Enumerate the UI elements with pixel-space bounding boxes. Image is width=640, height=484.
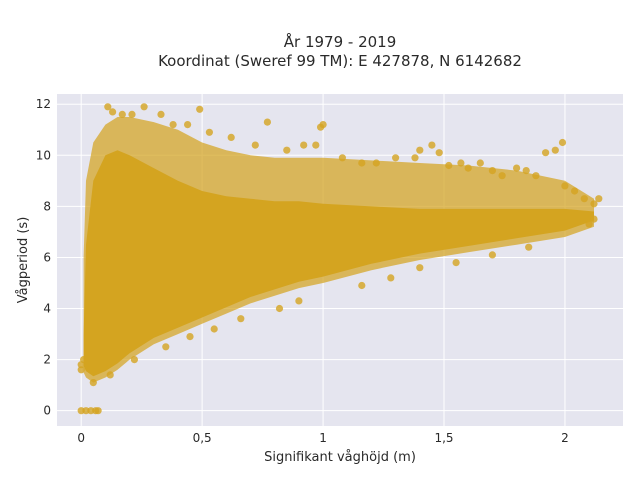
data-point [169, 121, 177, 129]
data-point [237, 315, 245, 323]
data-point [435, 149, 443, 157]
data-point [227, 133, 235, 141]
data-point [488, 251, 496, 259]
data-point [580, 195, 588, 203]
data-points [77, 103, 603, 415]
data-point [585, 220, 593, 228]
x-tick-label: 1,5 [434, 431, 453, 445]
data-point [372, 159, 380, 167]
data-point [561, 182, 569, 190]
x-tick-label: 0,5 [193, 431, 212, 445]
data-point [358, 281, 366, 290]
data-point [542, 149, 550, 157]
chart-title: År 1979 - 2019 [284, 32, 397, 51]
y-tick-label: 12 [36, 97, 51, 111]
data-point [525, 243, 533, 251]
data-point [445, 161, 453, 170]
data-point [109, 108, 117, 116]
y-tick-label: 2 [43, 353, 51, 367]
data-point [130, 356, 138, 364]
data-point [184, 121, 192, 129]
data-point [140, 103, 148, 111]
data-point [338, 154, 346, 162]
data-point [358, 159, 366, 167]
data-point [94, 407, 102, 415]
data-point [77, 366, 85, 374]
data-point [411, 154, 419, 162]
data-point [452, 259, 460, 267]
data-point [300, 141, 308, 149]
data-point [196, 105, 204, 113]
data-point [387, 274, 395, 282]
data-point [551, 146, 559, 154]
data-point [522, 167, 530, 175]
data-point [283, 146, 291, 154]
data-point [205, 128, 213, 136]
x-tick-label: 1 [319, 431, 327, 445]
data-point [464, 164, 472, 172]
x-tick-label: 2 [561, 431, 569, 445]
data-point [263, 118, 271, 126]
data-point [392, 154, 400, 162]
x-tick-labels: 0 0,5 1 1,5 2 [77, 431, 568, 445]
data-point [210, 325, 218, 333]
data-point [319, 121, 327, 129]
data-point [251, 141, 259, 149]
data-point [428, 141, 436, 149]
data-point [275, 304, 284, 313]
point-cloud [83, 117, 594, 383]
y-tick-label: 8 [43, 199, 51, 213]
y-tick-label: 0 [43, 404, 51, 418]
data-point [558, 138, 567, 147]
data-point [498, 172, 506, 180]
x-axis-title: Signifikant våghöjd (m) [264, 450, 416, 465]
data-point [595, 195, 603, 203]
data-point [162, 343, 170, 351]
x-tick-label: 0 [77, 431, 85, 445]
y-tick-labels: 0 2 4 6 8 10 12 [36, 97, 51, 417]
data-point [104, 103, 112, 111]
data-point [312, 141, 320, 149]
data-point [590, 215, 598, 223]
y-tick-label: 6 [43, 250, 51, 264]
cloud-core [83, 150, 594, 377]
data-point [513, 164, 521, 172]
y-tick-label: 4 [43, 302, 51, 316]
data-point [416, 146, 424, 154]
chart-subtitle: Koordinat (Sweref 99 TM): E 427878, N 61… [158, 52, 522, 70]
data-point [157, 110, 165, 118]
data-point [118, 110, 126, 118]
data-point [488, 167, 496, 175]
y-tick-label: 10 [36, 148, 51, 162]
data-point [80, 356, 88, 364]
data-point [106, 371, 114, 379]
data-point [128, 110, 136, 118]
data-point [457, 159, 465, 167]
data-point [476, 159, 484, 167]
data-point [590, 200, 598, 208]
data-point [571, 187, 579, 195]
data-point [416, 264, 424, 272]
data-point [532, 172, 540, 180]
data-point [89, 379, 97, 387]
data-point [186, 333, 194, 341]
data-point [295, 297, 303, 305]
y-axis-title: Vågperiod (s) [16, 217, 31, 304]
